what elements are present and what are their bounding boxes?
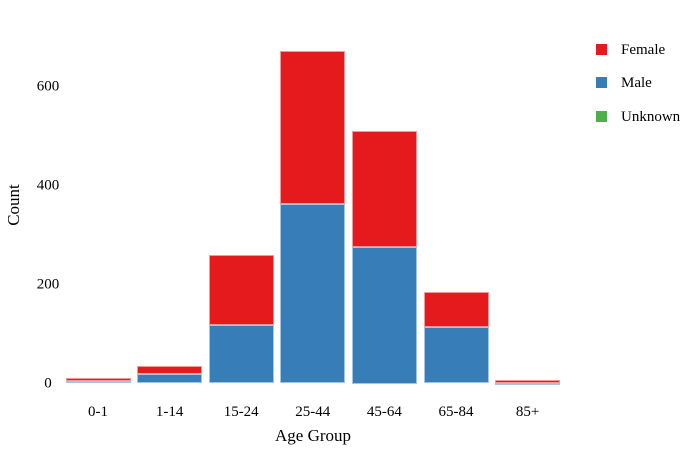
x-tick-label: 1-14: [155, 404, 184, 420]
y-tick-label: 600: [36, 78, 60, 94]
legend-label: Unknown: [621, 108, 681, 125]
bar-segment-female-65-84: [423, 291, 489, 328]
bar-segment-female-85+: [495, 380, 561, 383]
bar-segment-male-1-14: [137, 374, 203, 384]
legend-label: Female: [621, 42, 666, 58]
legend-swatch-icon: [596, 44, 607, 55]
x-axis-title: Age Group: [274, 426, 352, 445]
legend-swatch-icon: [596, 77, 607, 89]
x-tick-label: 65-84: [438, 404, 474, 420]
legend-swatch-icon: [596, 110, 607, 122]
x-tick-label: 85+: [515, 404, 540, 420]
bar-segment-male-45-64: [351, 247, 417, 384]
y-tick-label: 400: [36, 177, 60, 193]
bar-segment-female-0-1: [65, 378, 131, 381]
bar-segment-male-25-44: [280, 204, 346, 384]
bar-segment-female-45-64: [351, 131, 417, 248]
bar-segment-female-1-14: [137, 365, 203, 375]
y-axis-title: Count: [4, 184, 23, 226]
bar-segment-male-65-84: [423, 327, 489, 384]
bar-segment-female-15-24: [208, 255, 274, 326]
x-tick-label: 25-44: [295, 404, 331, 420]
x-tick-label: 45-64: [366, 404, 402, 420]
bar-segment-male-15-24: [208, 325, 274, 384]
bar-segment-male-85+: [495, 383, 561, 385]
legend-label: Male: [621, 75, 652, 92]
x-tick-label: 15-24: [223, 404, 259, 420]
bar-segment-male-0-1: [65, 380, 131, 384]
bar-segment-female-25-44: [280, 50, 346, 205]
y-tick-label: 0: [44, 375, 52, 391]
x-tick-label: 0-1: [88, 404, 108, 420]
y-tick-label: 200: [36, 276, 60, 292]
